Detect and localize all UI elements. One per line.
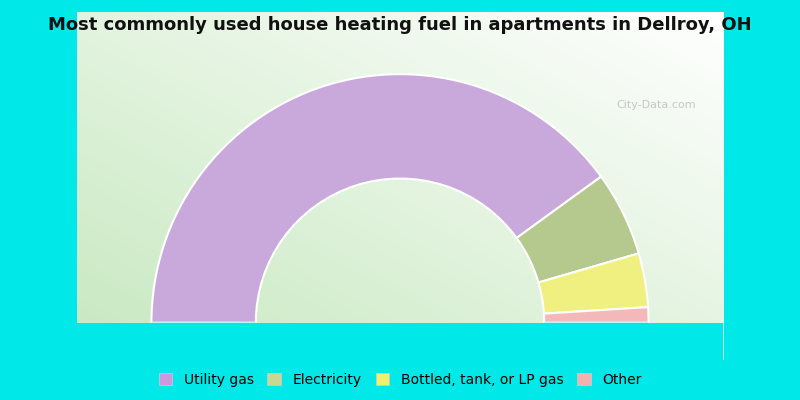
Legend: Utility gas, Electricity, Bottled, tank, or LP gas, Other: Utility gas, Electricity, Bottled, tank,…: [154, 369, 646, 391]
Wedge shape: [544, 307, 649, 323]
FancyBboxPatch shape: [77, 323, 723, 360]
Wedge shape: [151, 74, 601, 323]
Wedge shape: [517, 177, 638, 282]
Text: Most commonly used house heating fuel in apartments in Dellroy, OH: Most commonly used house heating fuel in…: [48, 16, 752, 34]
Wedge shape: [151, 323, 649, 400]
Text: City-Data.com: City-Data.com: [616, 100, 696, 110]
Wedge shape: [538, 253, 648, 314]
